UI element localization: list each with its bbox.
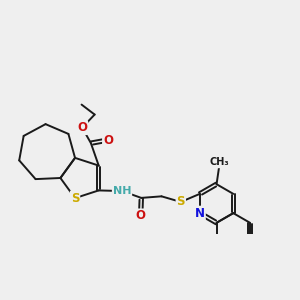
Text: O: O [77,121,87,134]
Text: CH₃: CH₃ [209,158,229,167]
Text: NH: NH [113,186,131,196]
Text: O: O [136,209,146,222]
Text: N: N [195,207,205,220]
Text: S: S [176,195,185,208]
Text: O: O [103,134,113,147]
Text: S: S [71,192,79,205]
